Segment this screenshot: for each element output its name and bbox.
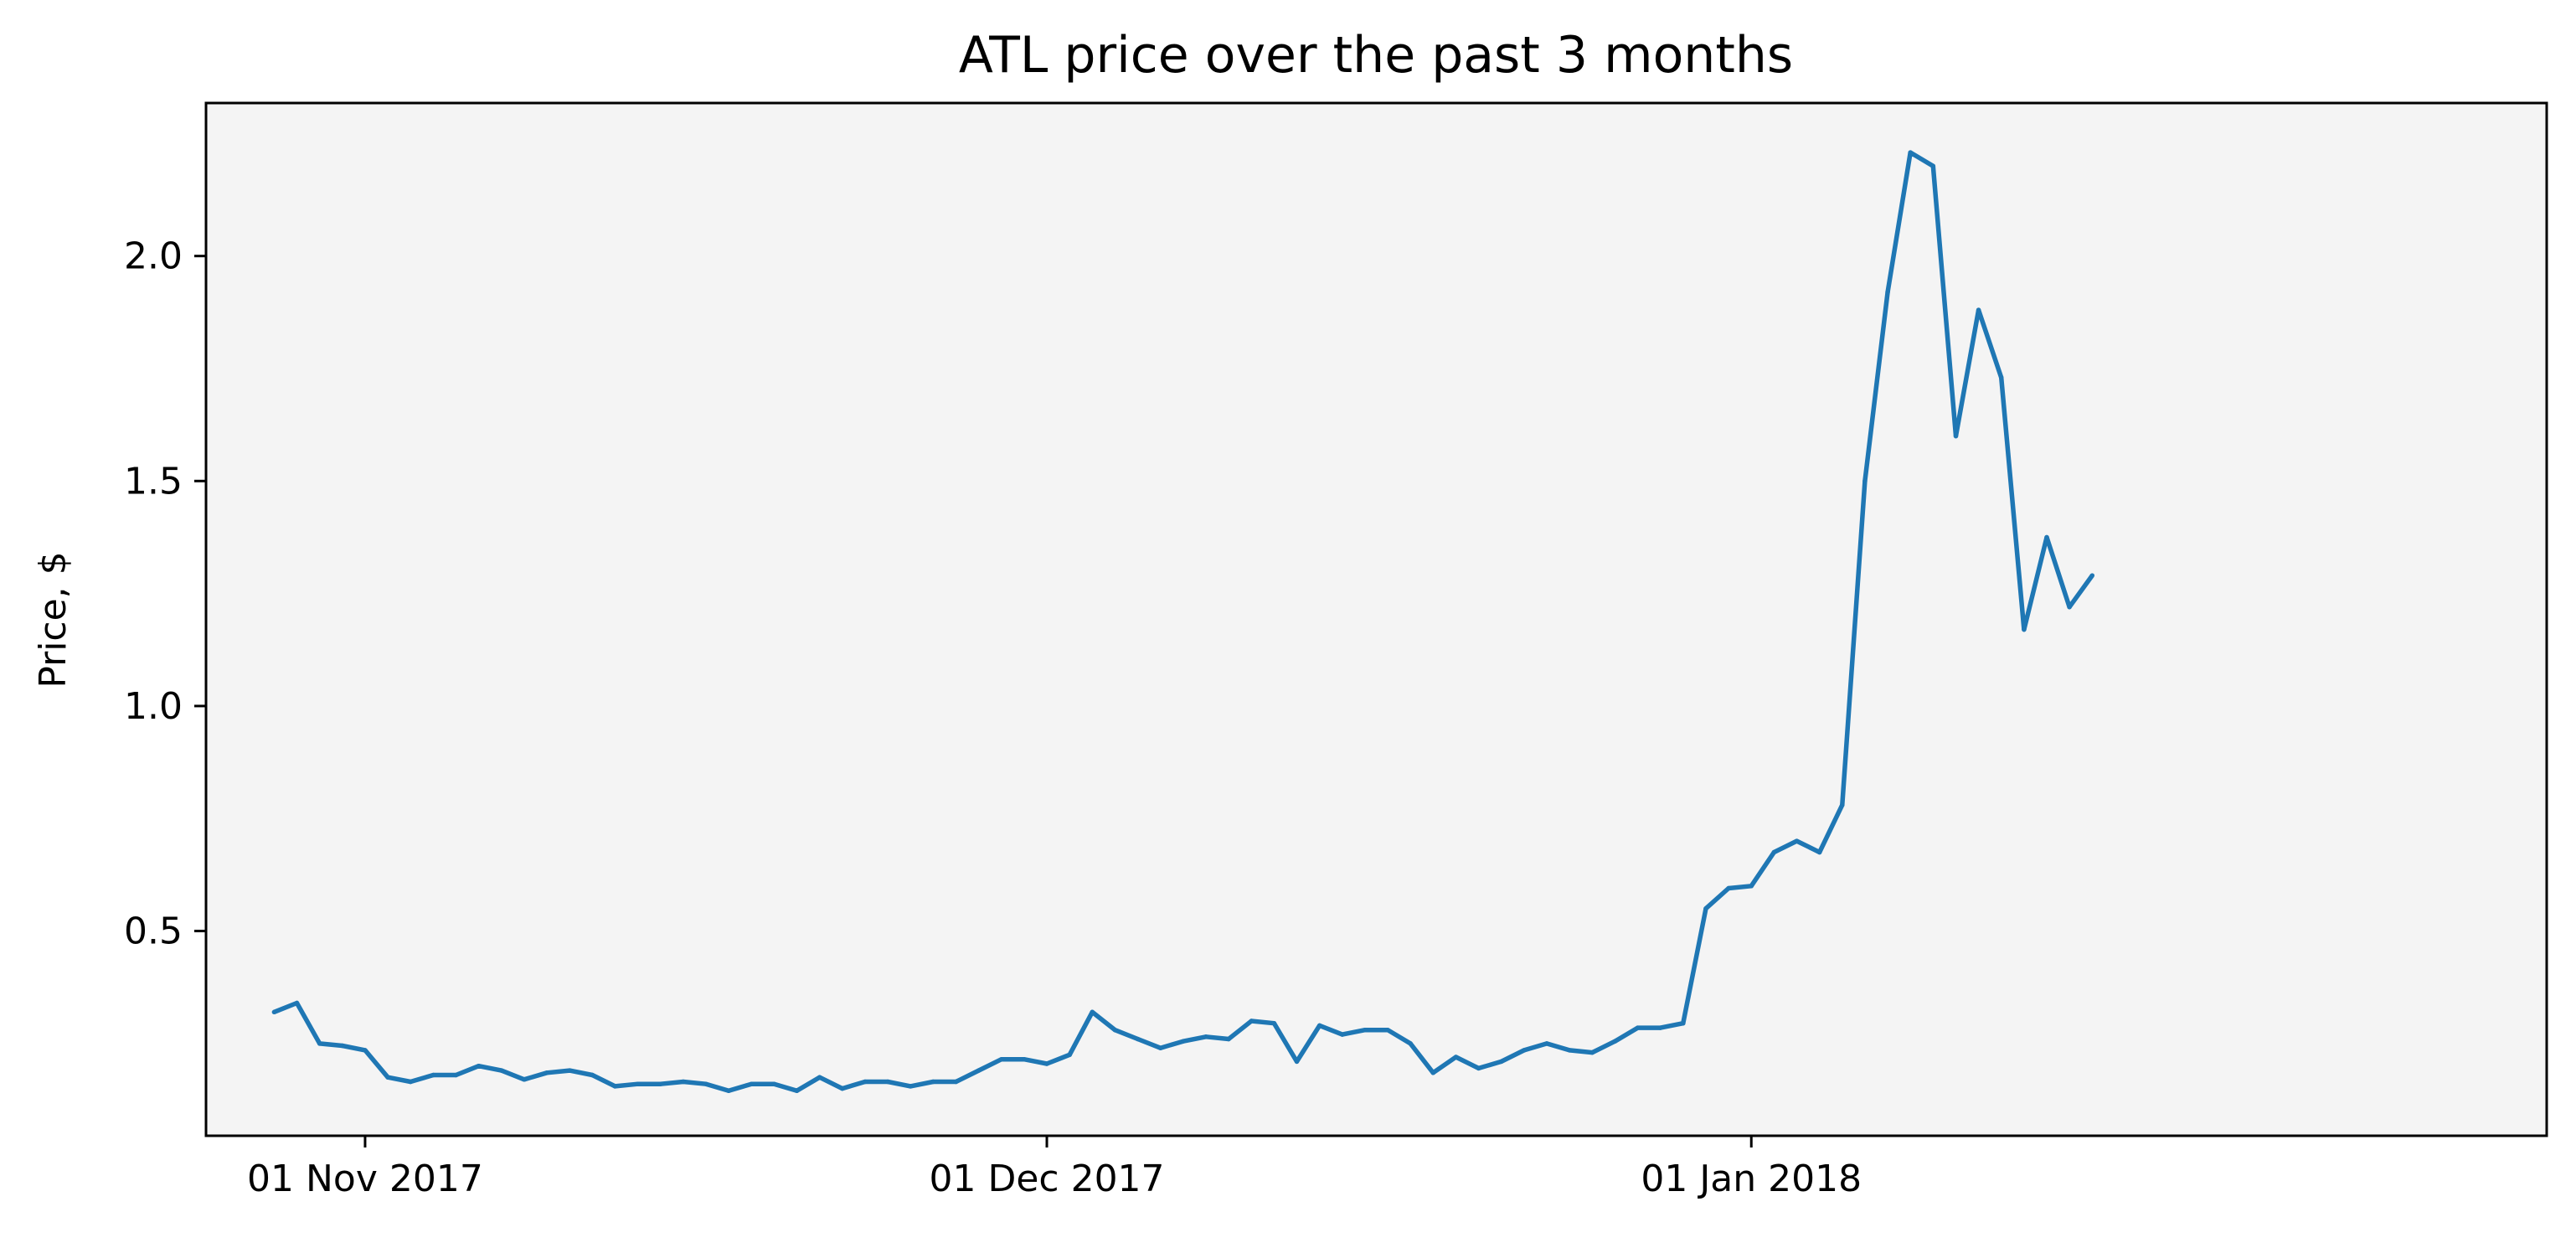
data-point-37 bbox=[1112, 1027, 1118, 1033]
data-point-29 bbox=[930, 1079, 936, 1085]
data-point-67 bbox=[1794, 838, 1800, 843]
chart-title: ATL price over the past 3 months bbox=[959, 26, 1793, 85]
data-point-7 bbox=[430, 1072, 436, 1078]
data-point-6 bbox=[408, 1079, 413, 1085]
data-point-34 bbox=[1044, 1061, 1049, 1066]
data-point-2 bbox=[317, 1041, 322, 1046]
data-point-30 bbox=[953, 1079, 959, 1085]
data-point-60 bbox=[1635, 1025, 1641, 1030]
data-point-12 bbox=[544, 1070, 549, 1075]
data-point-66 bbox=[1771, 849, 1777, 855]
data-point-11 bbox=[522, 1077, 527, 1082]
data-point-8 bbox=[453, 1072, 459, 1078]
data-point-15 bbox=[612, 1084, 618, 1089]
data-point-3 bbox=[340, 1043, 345, 1049]
data-point-57 bbox=[1567, 1048, 1572, 1053]
data-point-52 bbox=[1453, 1055, 1459, 1060]
data-point-18 bbox=[681, 1079, 686, 1085]
data-point-50 bbox=[1408, 1041, 1413, 1046]
data-point-1 bbox=[294, 1000, 300, 1006]
data-point-10 bbox=[499, 1068, 504, 1073]
data-point-36 bbox=[1090, 1009, 1095, 1015]
data-point-47 bbox=[1340, 1032, 1345, 1037]
data-point-21 bbox=[749, 1081, 755, 1086]
data-point-46 bbox=[1316, 1023, 1322, 1029]
ticks-layer: 01 Nov 2017 01 Dec 2017 01 Jan 2018 0.5 1.0 1… bbox=[124, 235, 1862, 1200]
data-point-41 bbox=[1203, 1034, 1208, 1039]
data-point-54 bbox=[1498, 1059, 1504, 1065]
data-point-61 bbox=[1657, 1025, 1663, 1030]
y-tick-label-0: 0.5 bbox=[124, 910, 183, 953]
data-point-63 bbox=[1703, 905, 1708, 911]
y-axis-label: Price, $ bbox=[32, 551, 75, 688]
data-point-20 bbox=[726, 1088, 731, 1094]
data-point-28 bbox=[908, 1084, 913, 1089]
data-point-5 bbox=[385, 1075, 390, 1080]
data-point-49 bbox=[1385, 1027, 1390, 1033]
data-point-73 bbox=[1930, 163, 1936, 168]
data-point-77 bbox=[2022, 627, 2027, 632]
data-point-22 bbox=[771, 1081, 777, 1086]
data-point-9 bbox=[476, 1063, 482, 1069]
data-point-70 bbox=[1862, 478, 1868, 484]
y-tick-label-1: 1.0 bbox=[124, 685, 183, 728]
y-tick-label-2: 1.5 bbox=[124, 460, 183, 503]
data-point-23 bbox=[794, 1088, 800, 1094]
data-point-39 bbox=[1157, 1045, 1163, 1050]
data-point-72 bbox=[1908, 150, 1913, 155]
data-point-79 bbox=[2067, 604, 2072, 610]
data-point-64 bbox=[1726, 885, 1731, 891]
x-tick-label-2: 01 Jan 2018 bbox=[1641, 1158, 1862, 1200]
data-point-65 bbox=[1749, 884, 1754, 889]
data-point-56 bbox=[1544, 1041, 1549, 1046]
x-tick-label-0: 01 Nov 2017 bbox=[247, 1158, 483, 1200]
y-tick-label-3: 2.0 bbox=[124, 235, 183, 278]
data-point-33 bbox=[1022, 1056, 1027, 1062]
data-point-43 bbox=[1249, 1019, 1255, 1024]
data-point-13 bbox=[567, 1068, 572, 1073]
plot-background bbox=[206, 103, 2547, 1136]
data-point-76 bbox=[1998, 374, 2004, 380]
data-point-80 bbox=[2089, 573, 2095, 578]
x-tick-label-1: 01 Dec 2017 bbox=[929, 1158, 1164, 1200]
data-point-17 bbox=[657, 1081, 663, 1086]
data-point-48 bbox=[1363, 1027, 1368, 1033]
data-point-40 bbox=[1181, 1039, 1186, 1044]
data-point-71 bbox=[1885, 289, 1890, 295]
data-point-0 bbox=[271, 1009, 277, 1015]
data-point-19 bbox=[703, 1081, 708, 1086]
data-point-25 bbox=[840, 1086, 845, 1091]
data-point-45 bbox=[1294, 1059, 1300, 1065]
data-point-4 bbox=[363, 1048, 368, 1053]
data-point-68 bbox=[1816, 849, 1822, 855]
data-point-27 bbox=[885, 1079, 890, 1085]
data-point-59 bbox=[1612, 1039, 1618, 1044]
data-point-75 bbox=[1976, 307, 1981, 312]
data-point-35 bbox=[1067, 1052, 1072, 1058]
data-point-26 bbox=[863, 1079, 868, 1085]
data-point-53 bbox=[1476, 1065, 1481, 1071]
data-point-55 bbox=[1522, 1048, 1527, 1053]
data-points-layer bbox=[271, 150, 2095, 1094]
data-point-24 bbox=[817, 1075, 822, 1080]
data-point-58 bbox=[1589, 1049, 1595, 1055]
data-point-44 bbox=[1271, 1020, 1277, 1026]
data-point-42 bbox=[1226, 1036, 1231, 1042]
data-point-74 bbox=[1953, 433, 1959, 439]
data-point-62 bbox=[1681, 1020, 1686, 1026]
plot-frame bbox=[204, 101, 2548, 1137]
data-point-51 bbox=[1430, 1070, 1436, 1075]
data-point-69 bbox=[1840, 802, 1845, 807]
data-point-16 bbox=[635, 1081, 641, 1086]
data-point-31 bbox=[976, 1068, 981, 1073]
data-point-38 bbox=[1135, 1036, 1141, 1042]
data-point-32 bbox=[999, 1056, 1004, 1062]
data-point-14 bbox=[590, 1072, 595, 1078]
data-point-78 bbox=[2044, 534, 2049, 540]
